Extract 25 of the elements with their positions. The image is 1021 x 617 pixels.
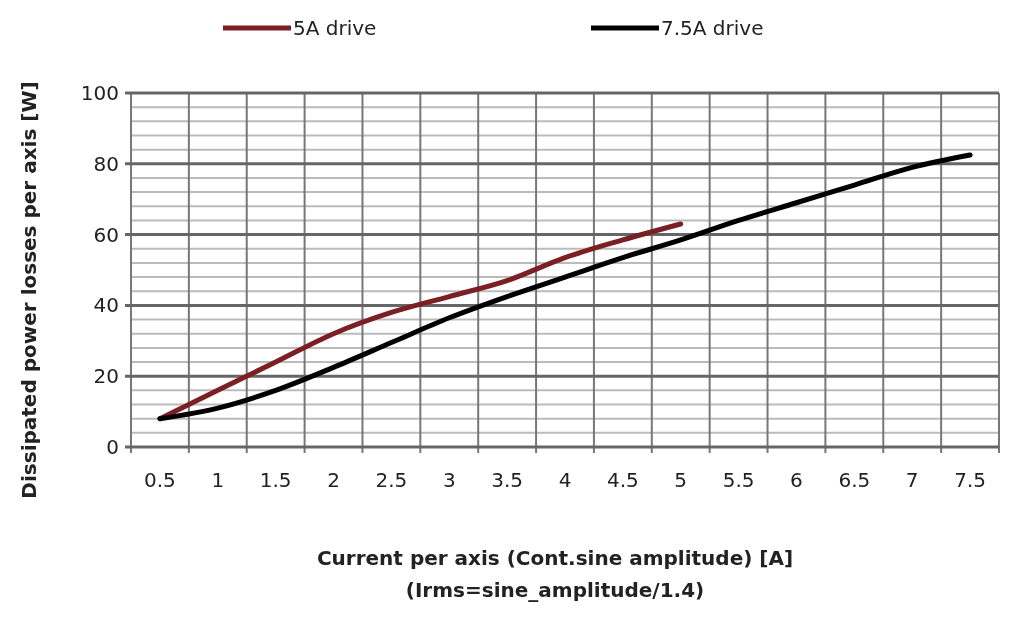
x-tick-label: 7.5: [954, 468, 986, 492]
legend-label: 5A drive: [293, 16, 377, 40]
x-tick-label: 0.5: [144, 468, 176, 492]
x-tick-label: 2.5: [375, 468, 408, 492]
y-axis-title: Dissipated power losses per axis [W]: [17, 81, 41, 499]
x-tick-label: 5.5: [722, 468, 755, 492]
y-tick-label: 80: [93, 151, 119, 176]
x-tick-label: 6.5: [838, 468, 871, 492]
legend-label: 7.5A drive: [661, 16, 764, 40]
x-tick-label: 7: [905, 468, 919, 492]
y-tick-label: 0: [106, 435, 119, 459]
x-tick-label: 4.5: [606, 468, 639, 492]
x-tick-label: 5: [674, 468, 688, 492]
x-tick-label: 2: [327, 468, 340, 492]
y-tick-label: 100: [80, 81, 119, 105]
x-tick-label: 4: [558, 468, 572, 492]
x-tick-label: 6: [790, 468, 803, 492]
y-tick-label: 20: [93, 364, 119, 389]
x-tick-label: 1.5: [259, 468, 292, 492]
x-tick-label: 3.5: [491, 468, 524, 492]
y-tick-label: 60: [93, 222, 119, 247]
x-tick-label: 3: [442, 468, 456, 492]
x-tick-label: 1: [211, 468, 225, 492]
x-axis-title: Current per axis (Cont.sine amplitude) [A] (Irms=sine_amplitude/1.4): [316, 546, 794, 602]
y-tick-label: 40: [93, 293, 119, 318]
